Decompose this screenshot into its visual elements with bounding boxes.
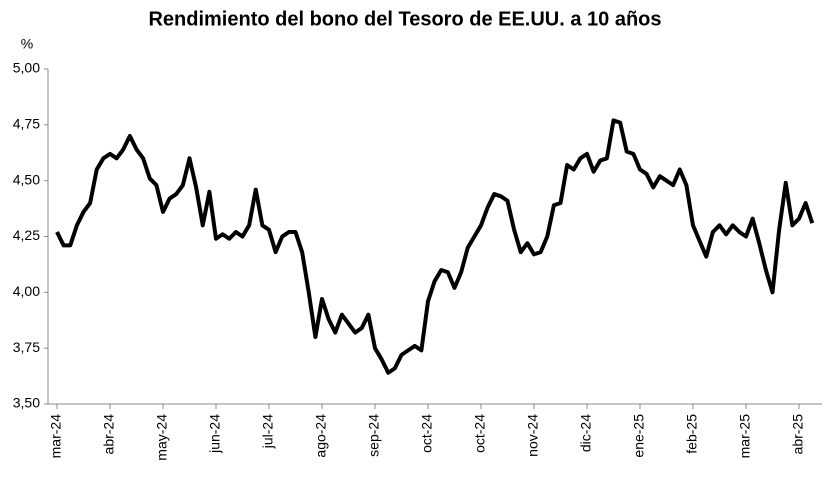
y-tick-label: 3,75 <box>13 339 40 355</box>
y-tick-label: 4,25 <box>13 227 40 243</box>
x-tick-label: abr-25 <box>790 414 806 455</box>
x-tick-label: mar-25 <box>737 414 753 459</box>
chart-title: Rendimiento del bono del Tesoro de EE.UU… <box>148 8 661 30</box>
y-tick-label: 4,00 <box>13 283 40 299</box>
x-tick-label: may-24 <box>154 414 170 461</box>
y-tick-label: 4,75 <box>13 116 40 132</box>
x-tick-label: ene-25 <box>631 414 647 458</box>
x-tick-label: oct-24 <box>419 414 435 453</box>
x-tick-label: ago-24 <box>313 414 329 458</box>
line-series <box>55 118 815 375</box>
x-tick-label: mar-24 <box>48 414 64 459</box>
x-tick-label: oct-24 <box>472 414 488 453</box>
y-tick-label: 3,50 <box>13 395 40 411</box>
x-tick-label: dic-24 <box>578 414 594 452</box>
x-tick-label: jun-24 <box>207 414 223 454</box>
x-tick-label: feb-25 <box>684 414 700 454</box>
x-tick-label: nov-24 <box>525 414 541 457</box>
x-tick-label: sep-24 <box>366 414 382 457</box>
x-tick-label: abr-24 <box>101 414 117 455</box>
x-tick-label: jul-24 <box>260 414 276 449</box>
y-axis-label: % <box>21 36 33 52</box>
y-tick-label: 5,00 <box>13 60 40 76</box>
y-tick-label: 4,50 <box>13 171 40 187</box>
